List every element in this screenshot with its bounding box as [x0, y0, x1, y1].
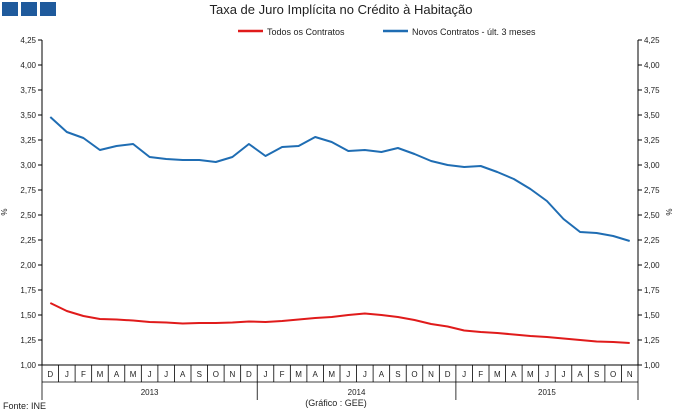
x-tick-label: A — [511, 370, 517, 379]
y-tick-label-right: 2,50 — [644, 211, 660, 220]
y-tick-label-left: 2,00 — [20, 261, 36, 270]
x-tick-label: J — [545, 370, 549, 379]
y-tick-label-left: 1,50 — [20, 311, 36, 320]
y-tick-label-left: 3,50 — [20, 111, 36, 120]
y-tick-label-left: 3,75 — [20, 86, 36, 95]
gee-logo — [2, 2, 56, 16]
y-tick-label-left: 4,25 — [20, 36, 36, 45]
legend: Todos os Contratos Novos Contratos - últ… — [238, 27, 536, 37]
y-tick-label-right: 3,25 — [644, 136, 660, 145]
y-tick-label-right: 1,00 — [644, 361, 660, 370]
x-tick-label: A — [114, 370, 120, 379]
y-axis-label-left: % — [0, 208, 9, 215]
x-tick-label: F — [81, 370, 86, 379]
y-tick-label-right: 2,75 — [644, 186, 660, 195]
x-tick-label: J — [148, 370, 152, 379]
y-tick-label-right: 3,00 — [644, 161, 660, 170]
x-tick-label: F — [280, 370, 285, 379]
x-tick-label: J — [65, 370, 69, 379]
x-tick-label: M — [328, 370, 335, 379]
x-tick-label: J — [346, 370, 350, 379]
x-tick-label: J — [264, 370, 268, 379]
x-tick-label: J — [164, 370, 168, 379]
axes: 1,00 1,00 1,25 1,25 1,50 1,50 1,75 1,75 2,00 2,00… — [20, 36, 660, 400]
y-tick-label-right: 1,75 — [644, 286, 660, 295]
y-tick-label-right: 2,25 — [644, 236, 660, 245]
y-tick-label-right: 4,25 — [644, 36, 660, 45]
y-tick-label-left: 3,25 — [20, 136, 36, 145]
y-tick-label-right: 3,75 — [644, 86, 660, 95]
x-tick-label: S — [197, 370, 202, 379]
x-tick-label: A — [379, 370, 385, 379]
x-tick-label: A — [577, 370, 583, 379]
x-tick-label: M — [295, 370, 302, 379]
y-tick-label-right: 1,25 — [644, 336, 660, 345]
legend-label-todos: Todos os Contratos — [267, 27, 345, 37]
x-tick-label: S — [594, 370, 599, 379]
x-tick-label: N — [627, 370, 633, 379]
x-tick-label: D — [445, 370, 451, 379]
x-tick-label: A — [312, 370, 318, 379]
x-tick-label: O — [213, 370, 219, 379]
y-tick-label-left: 3,00 — [20, 161, 36, 170]
credit-note: (Gráfico : GEE) — [305, 398, 367, 408]
y-tick-label-right: 4,00 — [644, 61, 660, 70]
x-tick-label: S — [395, 370, 400, 379]
x-tick-label: J — [462, 370, 466, 379]
x-tick-label: D — [246, 370, 252, 379]
y-tick-label-right: 1,50 — [644, 311, 660, 320]
x-tick-label: O — [610, 370, 616, 379]
y-tick-label-left: 1,00 — [20, 361, 36, 370]
year-label: 2013 — [141, 388, 159, 397]
x-tick-label: M — [494, 370, 501, 379]
y-tick-label-left: 4,00 — [20, 61, 36, 70]
legend-label-novos: Novos Contratos - últ. 3 meses — [412, 27, 536, 37]
y-tick-label-right: 2,00 — [644, 261, 660, 270]
x-tick-label: A — [180, 370, 186, 379]
x-tick-label: M — [130, 370, 137, 379]
source-note: Fonte: INE — [3, 401, 46, 411]
y-tick-label-left: 1,75 — [20, 286, 36, 295]
year-label: 2015 — [538, 388, 556, 397]
x-tick-label: O — [411, 370, 417, 379]
x-tick-label: J — [363, 370, 367, 379]
chart-title: Taxa de Juro Implícita no Crédito à Habi… — [209, 2, 472, 17]
x-tick-label: M — [97, 370, 104, 379]
x-tick-label: M — [527, 370, 534, 379]
y-tick-label-right: 3,50 — [644, 111, 660, 120]
data-lines — [49, 116, 630, 344]
series-line-novos-contratos — [49, 116, 630, 242]
year-label: 2014 — [348, 388, 366, 397]
y-tick-label-left: 2,25 — [20, 236, 36, 245]
x-tick-label: N — [229, 370, 235, 379]
series-line-todos-os-contratos — [49, 302, 630, 344]
x-tick-label: D — [47, 370, 53, 379]
y-axis-label-right: % — [665, 208, 674, 215]
x-tick-label: F — [478, 370, 483, 379]
x-tick-label: N — [428, 370, 434, 379]
y-tick-label-left: 2,50 — [20, 211, 36, 220]
y-tick-label-left: 2,75 — [20, 186, 36, 195]
x-tick-label: J — [562, 370, 566, 379]
y-tick-label-left: 1,25 — [20, 336, 36, 345]
